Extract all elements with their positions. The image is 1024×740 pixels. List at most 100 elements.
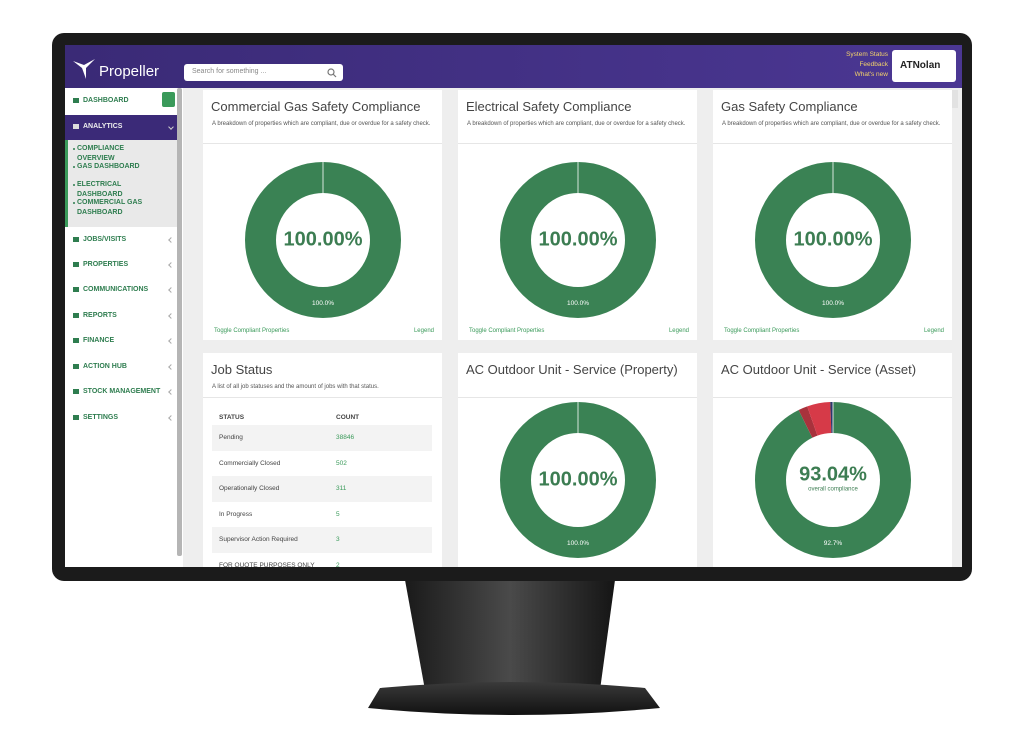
sidebar-icon: [73, 415, 79, 420]
card: Gas Safety Compliance A breakdown of prop…: [713, 90, 952, 340]
sidebar-icon: [73, 338, 79, 343]
search-placeholder: Search for something ...: [192, 68, 267, 75]
donut-center-label: 93.04%: [799, 463, 867, 485]
table-cell: Pending: [219, 434, 243, 441]
sidebar-item[interactable]: DASHBOARD: [83, 97, 129, 104]
table-count: 38846: [336, 434, 355, 441]
sidebar-item[interactable]: COMMUNICATIONS: [83, 286, 149, 293]
card-footer-link[interactable]: Legend: [413, 328, 434, 334]
sidebar-item[interactable]: SETTINGS: [83, 414, 119, 421]
card-footer-link[interactable]: Legend: [668, 328, 689, 334]
card-subtitle: A list of all job statuses and the amoun…: [212, 384, 379, 390]
chevron: [168, 313, 174, 319]
chevron: [168, 287, 174, 293]
card-title: Job Status: [211, 362, 273, 377]
table-cell: Commercially Closed: [219, 459, 281, 467]
sidebar-item[interactable]: JOBS/VISITS: [83, 236, 127, 243]
card-subtitle: A breakdown of properties which are comp…: [212, 121, 431, 127]
card-title: Gas Safety Compliance: [721, 99, 858, 114]
sidebar-active-bg: [65, 115, 177, 140]
card-divider: [458, 143, 697, 144]
card-divider: [458, 397, 697, 398]
table-count: 2: [336, 562, 340, 567]
submenu-item[interactable]: GAS DASHBOARD: [77, 163, 140, 170]
card-footer-link[interactable]: Toggle Compliant Properties: [724, 328, 800, 334]
card-title: AC Outdoor Unit - Service (Asset): [721, 362, 917, 377]
card-footer-link[interactable]: Toggle Compliant Properties: [214, 328, 290, 334]
sidebar-item[interactable]: ACTION HUB: [83, 363, 127, 370]
donut-center-label: 100.00%: [794, 228, 873, 250]
card-title: Commercial Gas Safety Compliance: [211, 99, 421, 114]
logo-text: Propeller: [99, 63, 160, 80]
card-divider: [203, 397, 442, 398]
chevron: [168, 338, 174, 344]
search-icon-handle: [332, 73, 337, 78]
card-subtitle: A breakdown of properties which are comp…: [467, 121, 686, 127]
search-icon-ring: [327, 68, 335, 76]
donut-chart: 100.0% 100.00%: [755, 162, 911, 318]
table-cell: FOR QUOTE PURPOSES ONLY: [219, 562, 315, 567]
search-box[interactable]: Search for something ...: [184, 64, 343, 81]
logo-icon: [73, 59, 95, 79]
client-logo-box: ATNolan: [892, 50, 956, 82]
card-footer-link[interactable]: Toggle Compliant Properties: [469, 328, 545, 334]
sidebar-icon: [73, 98, 79, 103]
segment-label: 100.0%: [567, 300, 589, 307]
segment-label: 100.0%: [312, 300, 334, 307]
header-link[interactable]: Feedback: [859, 61, 888, 68]
submenu-bullet: [73, 202, 75, 204]
submenu-bullet: [73, 184, 75, 186]
card-subtitle: A breakdown of properties which are comp…: [722, 121, 941, 127]
card-footer-link[interactable]: Legend: [923, 328, 944, 334]
header-link[interactable]: System Status: [846, 51, 888, 58]
submenu-bullet: [73, 148, 75, 150]
donut-center-label: 100.00%: [539, 468, 618, 490]
top-bar: Propeller Search for something ... System …: [65, 45, 962, 88]
table-count: 5: [336, 510, 340, 518]
submenu-bullet: [73, 166, 75, 168]
donut-chart: 100.0% 100.00%: [245, 162, 401, 318]
table-header: STATUS: [219, 414, 245, 421]
card: Commercial Gas Safety Compliance A breakd…: [203, 90, 442, 340]
segment-label: 92.7%: [824, 540, 843, 547]
donut-center-sublabel: overall compliance: [808, 487, 858, 493]
stand-base: [368, 682, 660, 715]
table-count: 502: [336, 459, 347, 467]
logo-shape: [73, 59, 95, 79]
table-count: 311: [336, 485, 347, 493]
stand-neck: [405, 580, 615, 690]
search-icon: [327, 68, 337, 78]
submenu-item[interactable]: ELECTRICAL DASHBOARD: [77, 181, 123, 198]
menu-toggle[interactable]: [162, 92, 175, 107]
chevron: [168, 415, 174, 421]
segment-label: 100.0%: [822, 300, 844, 307]
table-row-bg: [212, 425, 432, 451]
sidebar-item[interactable]: FINANCE: [83, 337, 115, 344]
client-logo: ATNolan: [900, 60, 941, 71]
sidebar-item[interactable]: REPORTS: [83, 312, 117, 319]
table-cell: In Progress: [219, 510, 253, 518]
sidebar-item[interactable]: PROPERTIES: [83, 261, 129, 268]
card: Electrical Safety Compliance A breakdown …: [458, 90, 697, 340]
submenu-item[interactable]: COMPLIANCE OVERVIEW: [77, 145, 125, 162]
chevron: [168, 389, 174, 395]
sidebar-icon: [73, 364, 79, 369]
table-header: COUNT: [336, 414, 360, 421]
header-link[interactable]: What's new: [854, 71, 888, 78]
card-title: AC Outdoor Unit - Service (Property): [466, 362, 678, 377]
donut-chart: 100.0% 100.00%: [500, 402, 656, 558]
sidebar-scrollbar: [177, 88, 182, 556]
segment-label: 100.0%: [567, 540, 589, 547]
card-divider: [203, 143, 442, 144]
chevron: [168, 364, 174, 370]
table-cell: Operationally Closed: [219, 485, 280, 493]
sidebar-icon: [73, 287, 79, 292]
sidebar-item[interactable]: ANALYTICS: [83, 123, 123, 130]
donut-chart: 92.7% 93.04% overall compliance: [755, 402, 911, 558]
sidebar-icon: [73, 237, 79, 242]
card: AC Outdoor Unit - Service (Asset) 92.7% 93…: [713, 353, 952, 567]
sidebar-icon: [73, 124, 79, 129]
card: AC Outdoor Unit - Service (Property) 100.…: [458, 353, 697, 567]
submenu-item[interactable]: COMMERCIAL GAS DASHBOARD: [77, 199, 143, 216]
sidebar-item[interactable]: STOCK MANAGEMENT: [83, 388, 161, 395]
